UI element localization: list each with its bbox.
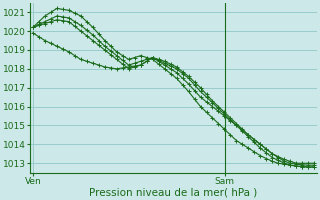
X-axis label: Pression niveau de la mer( hPa ): Pression niveau de la mer( hPa ) <box>90 187 258 197</box>
